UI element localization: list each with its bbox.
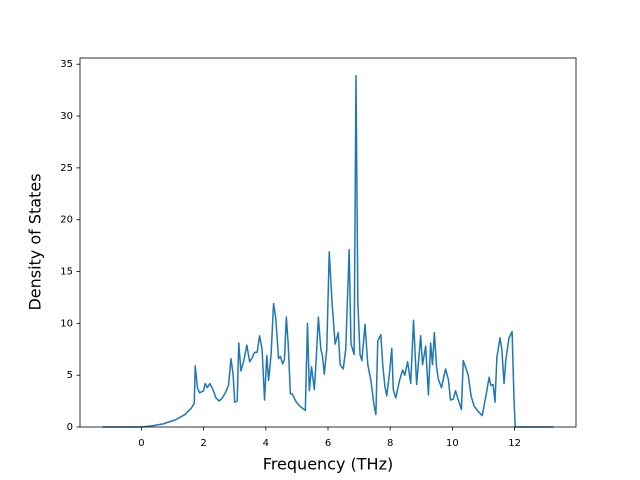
y-tick-label: 0 — [67, 422, 73, 433]
x-tick-label: 6 — [325, 438, 331, 449]
y-tick-label: 30 — [60, 111, 73, 122]
y-axis-label: Density of States — [26, 173, 45, 310]
y-tick-label: 10 — [60, 318, 73, 329]
x-tick-label: 12 — [508, 438, 521, 449]
plot-frame — [79, 57, 577, 428]
y-tick-label: 35 — [60, 59, 73, 70]
x-tick-label: 2 — [200, 438, 206, 449]
y-tick-label: 20 — [60, 215, 73, 226]
x-axis-label: Frequency (THz) — [263, 455, 393, 474]
y-tick-label: 15 — [60, 267, 73, 278]
x-tick-label: 8 — [387, 438, 393, 449]
x-tick-label: 10 — [446, 438, 459, 449]
x-tick-label: 4 — [263, 438, 269, 449]
x-tick-label: 0 — [138, 438, 144, 449]
y-tick-label: 5 — [67, 370, 73, 381]
line-series — [102, 74, 554, 428]
y-tick-label: 25 — [60, 163, 73, 174]
